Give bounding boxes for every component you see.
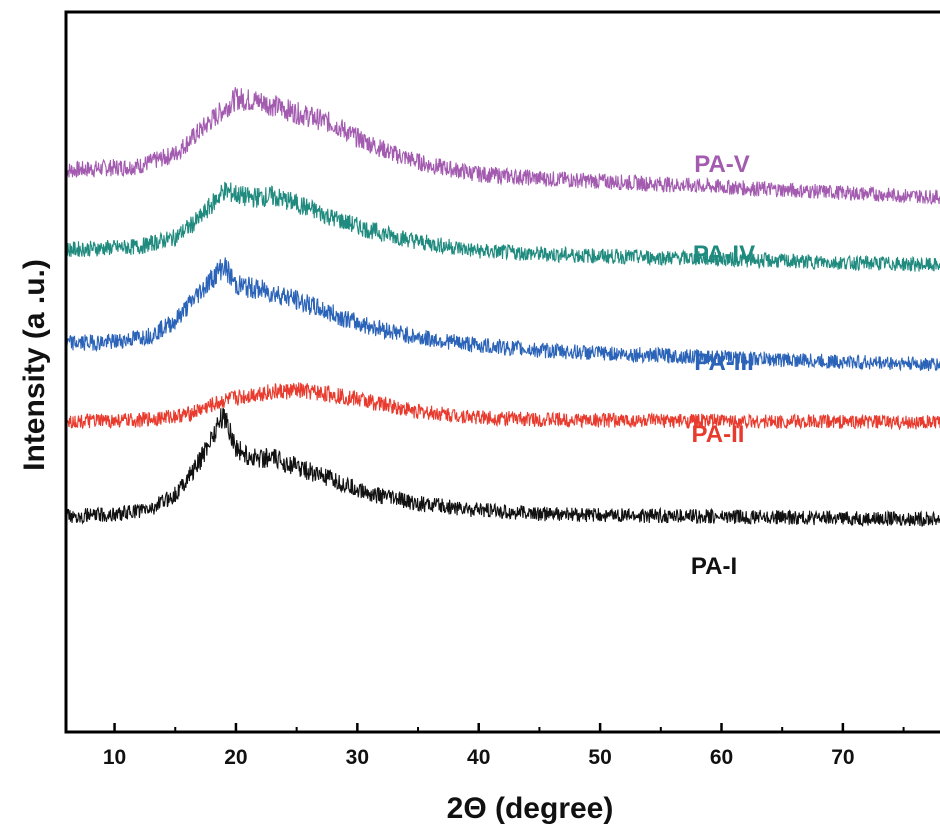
series-label-pa-iii: PA-III [694, 349, 754, 376]
series-line-pa-i [65, 407, 940, 527]
series-label-pa-iv: PA-IV [693, 241, 755, 268]
x-tick-label-30: 30 [346, 746, 369, 769]
series-label-pa-ii: PA-II [692, 421, 745, 448]
x-tick-label-20: 20 [224, 746, 247, 769]
series-line-pa-iv [65, 181, 940, 273]
series-label-pa-v: PA-V [694, 151, 750, 178]
x-tick-label-70: 70 [831, 746, 854, 769]
series-line-pa-iii [65, 257, 940, 372]
x-tick-label-50: 50 [588, 746, 611, 769]
series-labels: PA-V PA-IV PA-III PA-II PA-I [691, 151, 755, 580]
series-line-pa-v [65, 87, 940, 206]
x-tick-label-40: 40 [467, 746, 490, 769]
x-tick-label-10: 10 [103, 746, 126, 769]
axes: 10 20 30 40 50 60 70 [64, 10, 940, 769]
x-tick-label-60: 60 [710, 746, 733, 769]
series-label-pa-i: PA-I [691, 553, 737, 580]
x-axis-title: 2Θ (degree) [447, 792, 614, 825]
series-line-pa-ii [65, 382, 940, 431]
plot-area [65, 87, 940, 527]
y-axis-title: Intensity (a .u.) [18, 259, 51, 471]
